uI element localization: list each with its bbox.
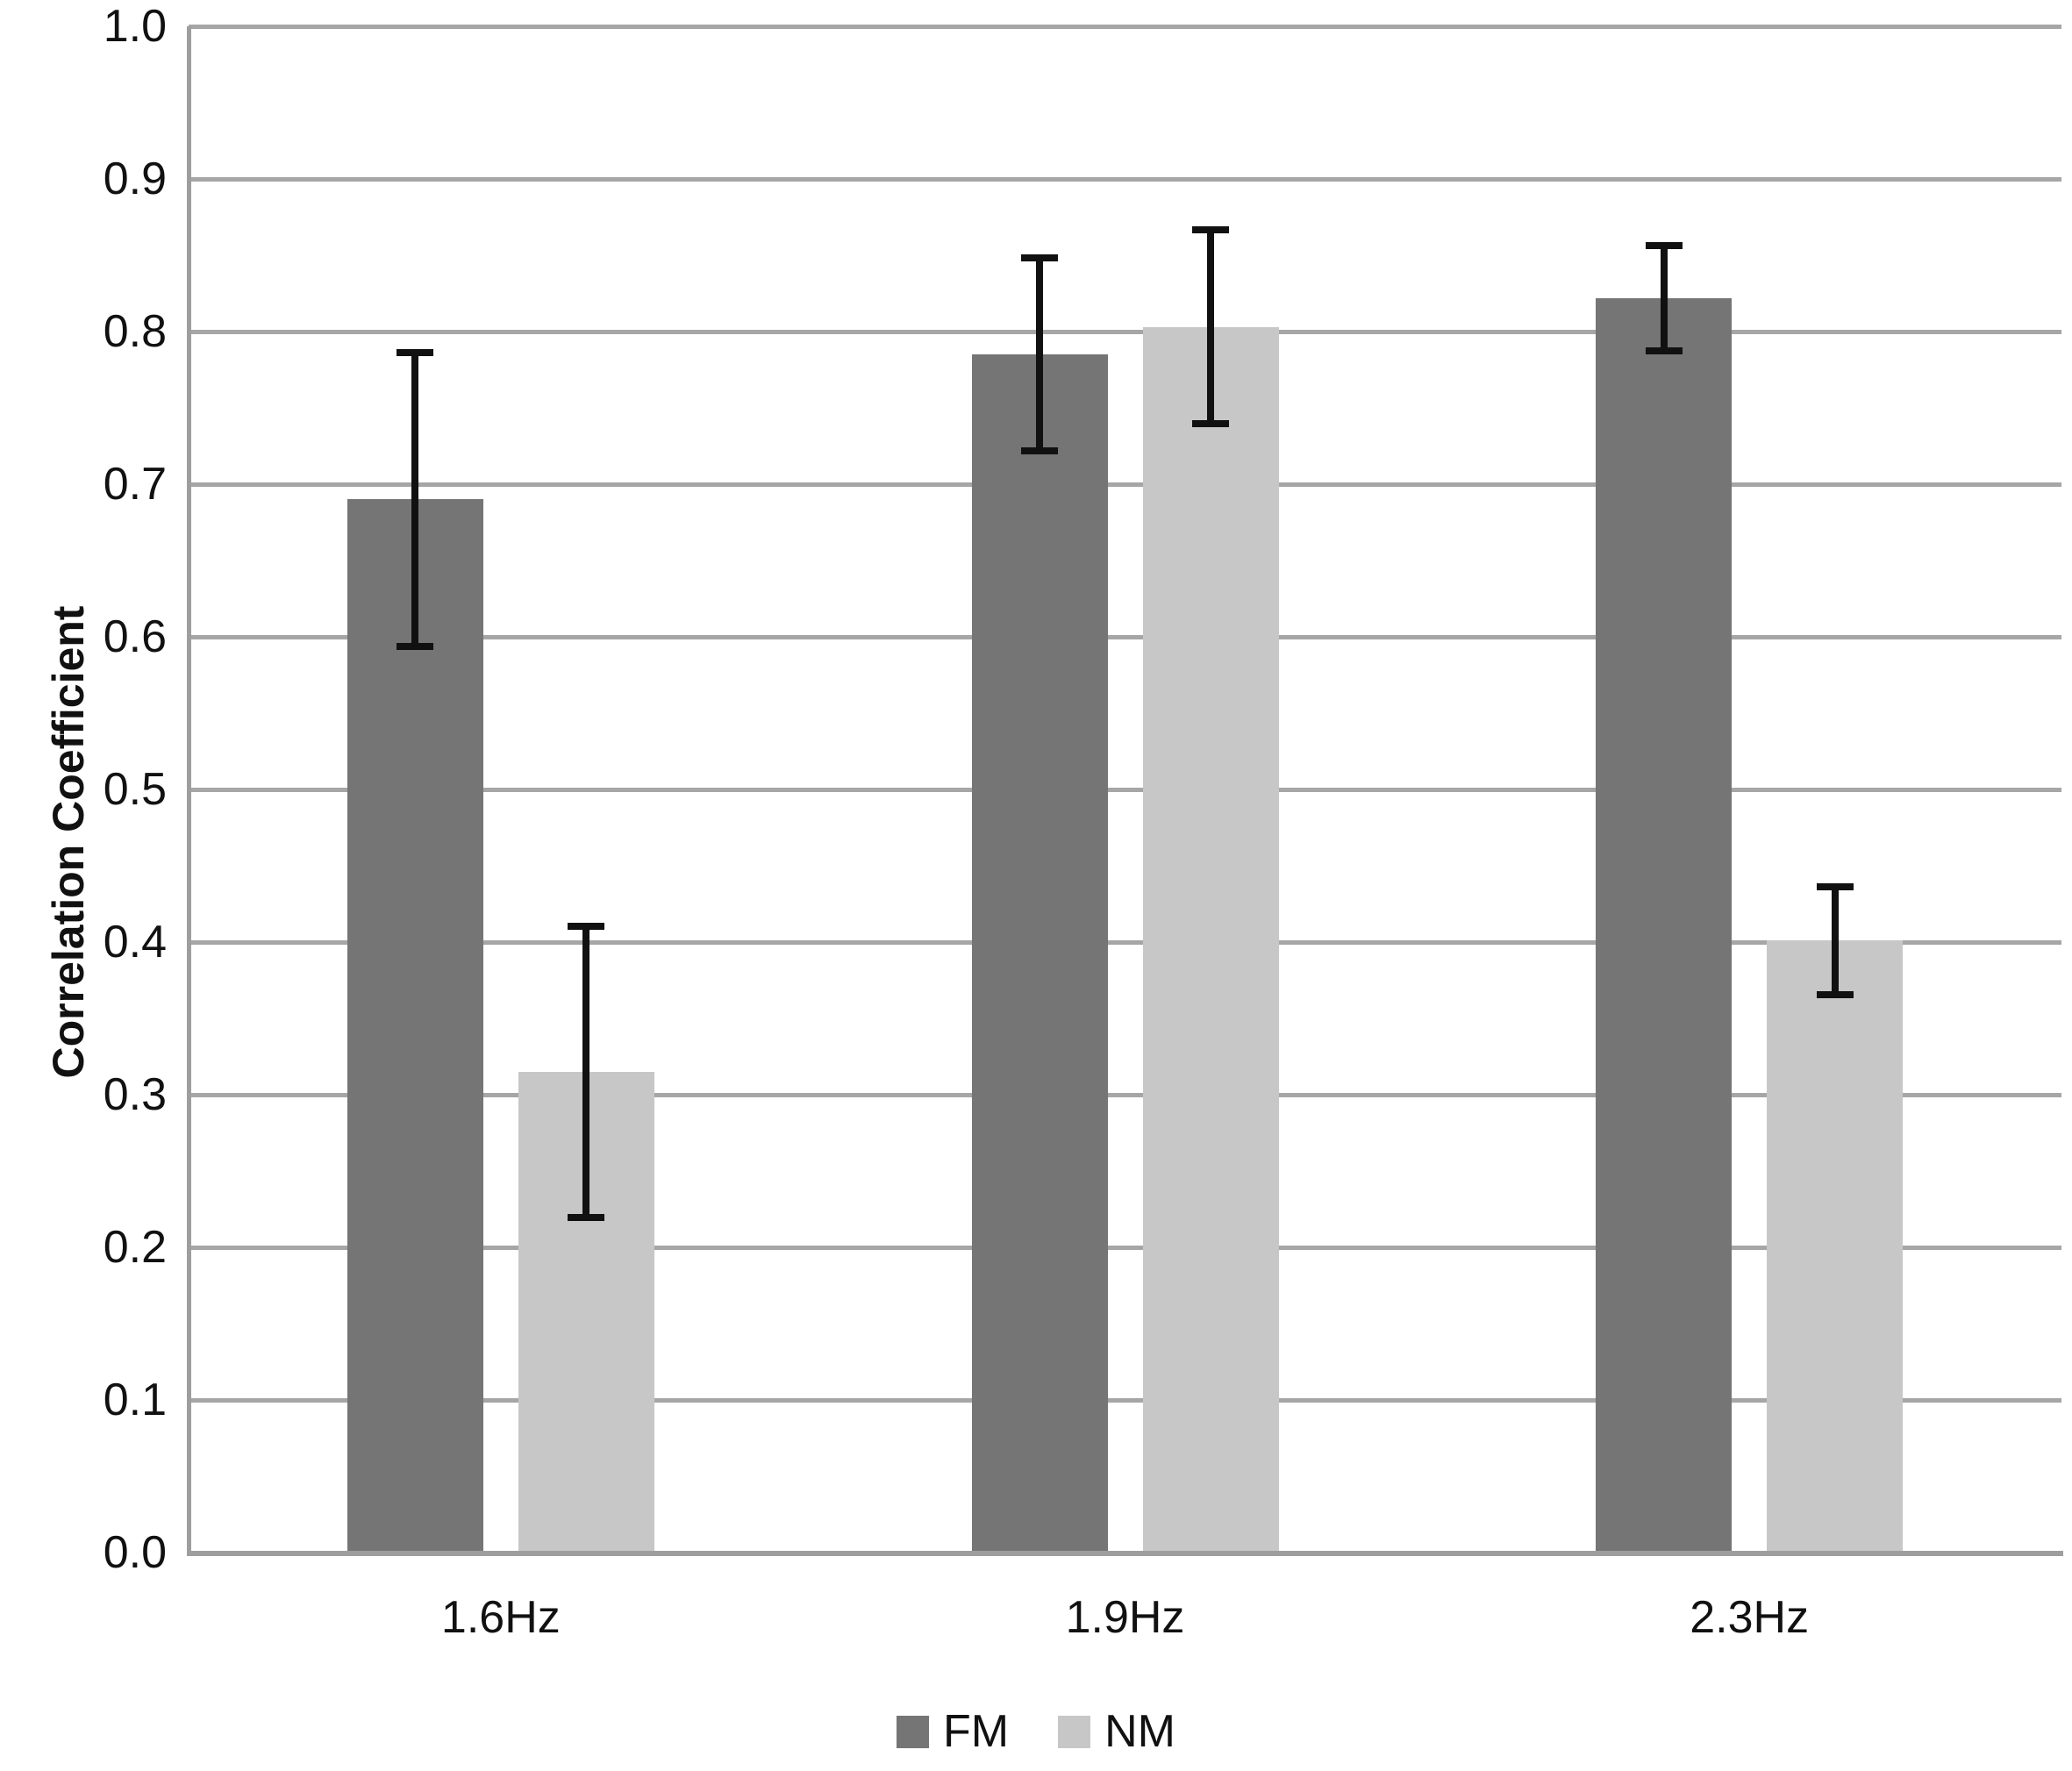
- y-tick-label-0.4: 0.4: [103, 917, 167, 968]
- error-cap-bottom-nm-1.6Hz: [568, 1213, 605, 1221]
- bar-fm-1.6Hz: [347, 499, 483, 1553]
- error-cap-bottom-fm-1.9Hz: [1021, 447, 1058, 455]
- error-cap-bottom-nm-1.9Hz: [1192, 420, 1229, 428]
- gridline-0.6: [189, 635, 2061, 639]
- y-tick-label-0.3: 0.3: [103, 1069, 167, 1120]
- y-axis-line: [187, 26, 191, 1556]
- error-cap-bottom-fm-2.3Hz: [1645, 346, 1683, 354]
- error-cap-bottom-nm-2.3Hz: [1816, 990, 1854, 998]
- legend-label-nm: NM: [1104, 1706, 1175, 1757]
- gridline-0.8: [189, 330, 2061, 334]
- gridline-0.9: [189, 177, 2061, 182]
- error-cap-top-fm-1.9Hz: [1021, 254, 1058, 261]
- y-axis-title: Correlation Coefficient: [44, 605, 93, 1079]
- error-bar-nm-1.9Hz: [1207, 229, 1214, 425]
- legend-swatch-fm: [897, 1715, 930, 1748]
- gridline-0.4: [189, 940, 2061, 945]
- y-tick-label-0.9: 0.9: [103, 154, 167, 204]
- legend-item-nm: NM: [1058, 1709, 1175, 1754]
- gridline-0.1: [189, 1398, 2061, 1403]
- error-bar-nm-2.3Hz: [1831, 885, 1839, 996]
- y-tick-label-0.5: 0.5: [103, 764, 167, 815]
- y-tick-label-0.6: 0.6: [103, 611, 167, 662]
- error-cap-bottom-fm-1.6Hz: [397, 643, 434, 651]
- bar-nm-2.3Hz: [1767, 940, 1904, 1553]
- error-bar-fm-1.6Hz: [411, 351, 419, 648]
- x-axis-line: [187, 1551, 2063, 1556]
- y-tick-label-0.1: 0.1: [103, 1375, 167, 1425]
- legend-item-fm: FM: [897, 1709, 1009, 1754]
- error-cap-top-nm-1.9Hz: [1192, 226, 1229, 234]
- y-tick-label-0.7: 0.7: [103, 459, 167, 510]
- error-bar-fm-1.9Hz: [1036, 256, 1043, 453]
- x-tick-label-2.3Hz: 2.3Hz: [1690, 1592, 1810, 1643]
- y-tick-label-0.2: 0.2: [103, 1222, 167, 1273]
- gridline-1.0: [189, 25, 2061, 29]
- bar-nm-1.9Hz: [1142, 326, 1279, 1553]
- y-tick-label-0.0: 0.0: [103, 1527, 167, 1578]
- error-cap-top-fm-1.6Hz: [397, 348, 434, 356]
- error-cap-top-nm-2.3Hz: [1816, 882, 1854, 890]
- x-tick-label-1.9Hz: 1.9Hz: [1065, 1592, 1185, 1643]
- gridline-0.5: [189, 788, 2061, 792]
- x-tick-label-1.6Hz: 1.6Hz: [440, 1592, 561, 1643]
- y-tick-label-1.0: 1.0: [103, 1, 167, 52]
- gridline-0.3: [189, 1093, 2061, 1097]
- error-bar-fm-2.3Hz: [1660, 244, 1668, 352]
- gridline-0.7: [189, 482, 2061, 487]
- bar-fm-2.3Hz: [1596, 297, 1733, 1553]
- error-bar-nm-1.6Hz: [582, 925, 590, 1218]
- legend-swatch-nm: [1058, 1715, 1091, 1748]
- gridline-0.2: [189, 1246, 2061, 1250]
- y-tick-label-0.8: 0.8: [103, 306, 167, 357]
- legend-label-fm: FM: [943, 1706, 1010, 1757]
- error-cap-top-fm-2.3Hz: [1645, 241, 1683, 249]
- bar-fm-1.9Hz: [971, 354, 1108, 1553]
- error-cap-top-nm-1.6Hz: [568, 922, 605, 930]
- legend: FM NM: [0, 1705, 2072, 1758]
